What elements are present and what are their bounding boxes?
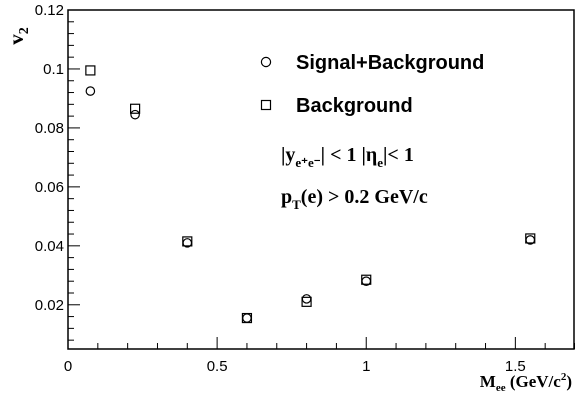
background-point bbox=[301, 296, 312, 307]
x-tick-label: 1.5 bbox=[505, 358, 526, 375]
y-axis-title: v2 bbox=[4, 27, 32, 45]
plot-frame bbox=[67, 9, 575, 350]
x-tick-label: 1 bbox=[362, 358, 370, 375]
signal-background-point bbox=[85, 86, 96, 96]
signal-background-point bbox=[301, 294, 312, 304]
axis-tick-labels: 0 0.5 1 1.5 0.02 0.04 0.06 0.08 0.1 0.12 bbox=[35, 2, 526, 375]
x-axis-title: Mee (GeV/c2) bbox=[480, 371, 572, 393]
background-point bbox=[525, 233, 536, 244]
background-point bbox=[361, 274, 372, 285]
axis-ticks bbox=[67, 9, 575, 349]
background-point bbox=[130, 103, 141, 114]
y-tick-label: 0.06 bbox=[35, 179, 64, 196]
signal-background-point bbox=[130, 109, 140, 120]
y-tick-label: 0.1 bbox=[43, 61, 64, 78]
x-tick-label: 0.5 bbox=[207, 358, 228, 375]
annotation-pt-cut: pT(e) > 0.2 GeV/c bbox=[281, 186, 428, 212]
x-tick-label: 0 bbox=[64, 358, 72, 375]
legend-label-signal-background: Signal+Background bbox=[296, 52, 484, 74]
y-tick-label: 0.08 bbox=[35, 120, 64, 137]
background-point bbox=[241, 312, 253, 324]
legend-circle-marker bbox=[260, 56, 272, 68]
y-tick-label: 0.04 bbox=[35, 238, 64, 255]
data-markers bbox=[85, 65, 536, 324]
signal-background-point bbox=[242, 313, 252, 323]
y-tick-label: 0.02 bbox=[35, 297, 64, 314]
annotation-rapidity-cut: |ye⁺e⁻| < 1 |ηe|< 1 bbox=[281, 144, 414, 170]
y-tick-label: 0.12 bbox=[35, 2, 64, 19]
legend-label-background: Background bbox=[296, 95, 413, 117]
legend-square-marker bbox=[260, 99, 272, 111]
background-point bbox=[182, 236, 193, 247]
background-point bbox=[85, 65, 96, 76]
legend: Signal+Background Background bbox=[260, 52, 484, 117]
